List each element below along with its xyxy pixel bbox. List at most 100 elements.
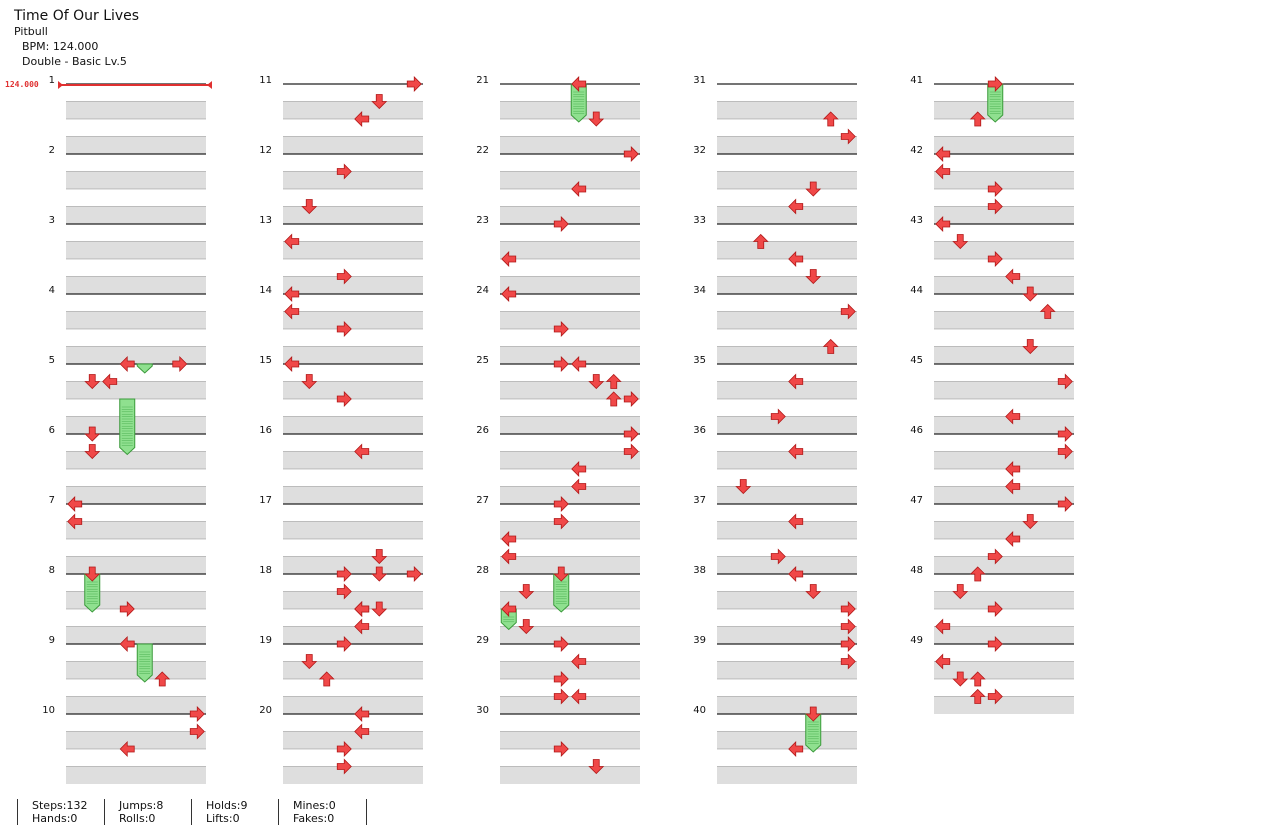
- beat-band: [717, 486, 857, 504]
- beat-band: [283, 311, 423, 329]
- beat-band: [283, 451, 423, 469]
- stat-group: Mines:0 Fakes:0: [278, 799, 365, 825]
- left-arrow-note: [935, 216, 951, 232]
- beat-band: [934, 136, 1074, 154]
- measure-number: 36: [693, 425, 706, 436]
- beat-band: [66, 661, 206, 679]
- down-arrow-note: [518, 619, 535, 635]
- up-arrow-note: [822, 338, 839, 354]
- up-arrow-note: [1039, 303, 1056, 319]
- beat-band: [283, 731, 423, 749]
- measure-number: 8: [49, 565, 55, 576]
- measure-number: 33: [693, 215, 706, 226]
- beat-band: [283, 521, 423, 539]
- measure-number: 14: [259, 285, 272, 296]
- beat-band: [500, 311, 640, 329]
- beat-band: [717, 521, 857, 539]
- beat-band: [717, 766, 857, 784]
- measure-number: 25: [476, 355, 489, 366]
- beat-band: [934, 381, 1074, 399]
- beat-band: [66, 241, 206, 259]
- right-arrow-note: [553, 513, 569, 530]
- beat-band: [717, 451, 857, 469]
- measure-number: 17: [259, 495, 272, 506]
- left-arrow-note: [571, 356, 587, 372]
- beat-band: [500, 661, 640, 679]
- beat-band: [500, 731, 640, 749]
- beat-band: [717, 416, 857, 434]
- hands-count: Hands:0: [32, 812, 78, 825]
- measure-number: 9: [49, 635, 55, 646]
- right-arrow-note: [553, 321, 569, 337]
- beat-band: [283, 101, 423, 119]
- right-arrow-note: [172, 356, 188, 372]
- beat-band: [717, 696, 857, 714]
- up-arrow-note: [605, 373, 622, 389]
- hold-body: [136, 363, 153, 374]
- down-arrow-note: [952, 584, 969, 600]
- right-arrow-note: [336, 741, 352, 757]
- measure-number: 4: [49, 285, 55, 296]
- up-arrow-note: [605, 391, 622, 407]
- left-arrow-note: [788, 741, 804, 757]
- beat-band: [66, 206, 206, 224]
- rolls-count: Rolls:0: [119, 812, 156, 825]
- down-arrow-note: [371, 566, 388, 582]
- left-arrow-note: [935, 618, 951, 635]
- measure-number: 38: [693, 565, 706, 576]
- beat-band: [283, 591, 423, 609]
- left-arrow-note: [571, 688, 587, 705]
- beat-band: [934, 696, 1074, 714]
- beat-band: [717, 241, 857, 259]
- measure-number: 35: [693, 355, 706, 366]
- beat-band: [717, 136, 857, 154]
- down-arrow-note: [553, 566, 570, 582]
- hold-body: [136, 643, 153, 683]
- beat-band: [717, 276, 857, 294]
- song-title: Time Of Our Lives: [14, 8, 140, 24]
- beat-band: [934, 346, 1074, 364]
- left-arrow-note: [1005, 531, 1021, 547]
- beat-band: [717, 556, 857, 574]
- stats-divider: [366, 799, 367, 825]
- down-arrow-note: [84, 444, 101, 460]
- measure-number: 23: [476, 215, 489, 226]
- beat-band: [283, 486, 423, 504]
- bpm-change-line: [58, 84, 212, 86]
- beat-band: [283, 241, 423, 259]
- up-arrow-note: [822, 111, 839, 127]
- down-arrow-note: [84, 426, 101, 442]
- beat-band: [283, 346, 423, 364]
- up-arrow-note: [318, 671, 335, 687]
- beat-band: [717, 171, 857, 189]
- right-arrow-note: [553, 496, 569, 512]
- beat-band: [717, 661, 857, 679]
- right-arrow-note: [336, 321, 352, 337]
- right-arrow-note: [553, 356, 569, 372]
- left-arrow-note: [354, 618, 370, 635]
- beat-band: [500, 346, 640, 364]
- right-arrow-note: [840, 601, 856, 617]
- measure-number: 37: [693, 495, 706, 506]
- beat-band: [66, 416, 206, 434]
- left-arrow-note: [788, 513, 804, 530]
- left-arrow-note: [1005, 408, 1021, 425]
- beat-band: [934, 451, 1074, 469]
- down-arrow-note: [952, 671, 969, 687]
- beat-band: [283, 276, 423, 294]
- measure-number: 39: [693, 635, 706, 646]
- bpm-change-marker: 124.000: [5, 80, 39, 89]
- beat-band: [500, 171, 640, 189]
- left-arrow-note: [284, 303, 300, 320]
- left-arrow-note: [354, 443, 370, 460]
- down-arrow-note: [371, 601, 388, 617]
- beat-band: [66, 381, 206, 399]
- beat-band: [283, 556, 423, 574]
- measure-number: 42: [910, 145, 923, 156]
- measure-number: 26: [476, 425, 489, 436]
- left-arrow-note: [571, 653, 587, 670]
- holds-count: Holds:9: [206, 799, 248, 812]
- measure-number: 2: [49, 145, 55, 156]
- beat-band: [500, 486, 640, 504]
- beat-band: [500, 766, 640, 784]
